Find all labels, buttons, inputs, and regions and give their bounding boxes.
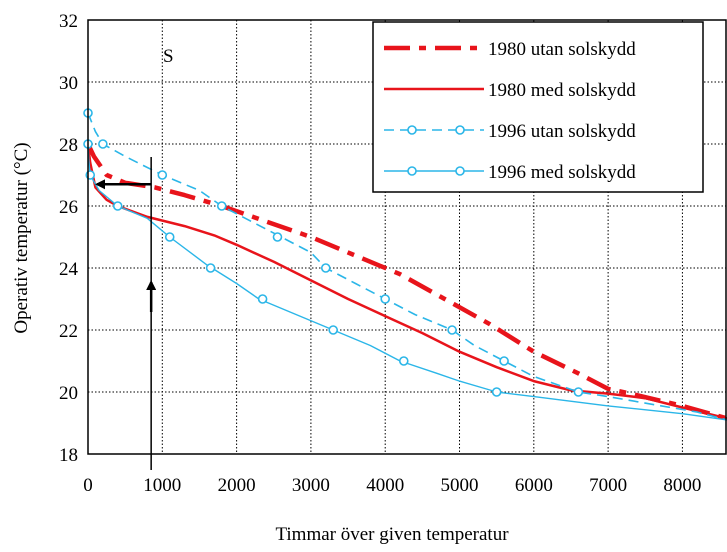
- series-3-marker-2: [112, 201, 123, 211]
- series-3-marker-6: [328, 325, 338, 335]
- series-3-marker-3: [164, 232, 175, 242]
- legend-marker-3-b: [455, 166, 465, 176]
- y-tick-label-2: 22: [59, 321, 78, 342]
- legend-label-3: 1996 med solskydd: [488, 162, 636, 183]
- x-tick-label-3: 3000: [292, 475, 330, 496]
- legend-marker-2-b: [455, 125, 465, 135]
- series-2-marker-3: [216, 201, 227, 211]
- series-2-marker-5: [320, 263, 331, 273]
- y-tick-label-7: 32: [59, 11, 78, 32]
- y-axis-title: Operativ temperatur (°C): [11, 142, 32, 333]
- series-3-marker-7: [398, 356, 409, 366]
- x-tick-label-5: 5000: [441, 475, 479, 496]
- guides: [95, 157, 157, 470]
- series-line-1: [86, 143, 727, 420]
- y-tick-label-3: 24: [59, 259, 79, 280]
- legend-box: [372, 21, 704, 193]
- legend-label-1: 1980 med solskydd: [488, 80, 636, 101]
- tick-labels: 0 1000 2000 3000 4000 5000 6000 7000 8000 18 20 22 2…: [59, 11, 701, 496]
- series-3-marker-5: [257, 294, 268, 304]
- x-axis-title: Timmar över given temperatur: [275, 524, 509, 545]
- legend-marker-3-a: [407, 166, 417, 176]
- x-tick-label-4: 4000: [366, 475, 404, 496]
- legend-label-0: 1980 utan solskydd: [488, 39, 636, 60]
- series-line-3: [87, 143, 727, 421]
- y-tick-label-4: 26: [59, 197, 78, 218]
- plot-frame: [87, 19, 727, 455]
- y-tick-label-1: 20: [59, 383, 78, 404]
- x-tick-label-6: 6000: [515, 475, 553, 496]
- legend: 1980 utan solskydd 1980 med solskydd 1996 …: [372, 21, 704, 193]
- series-3-marker-4: [205, 263, 216, 273]
- annotation-s: S: [163, 46, 174, 67]
- series-2-marker-8: [499, 356, 509, 366]
- series-line-2: [87, 112, 727, 421]
- series-2-marker-7: [447, 325, 457, 335]
- x-tick-label-2: 2000: [218, 475, 256, 496]
- series-layer: [83, 108, 727, 421]
- series-2-marker-2: [157, 170, 168, 180]
- y-tick-label-6: 30: [59, 73, 78, 94]
- series-2-marker-4: [272, 232, 283, 242]
- x-tick-label-8: 8000: [663, 475, 701, 496]
- series-2-marker-6: [380, 294, 391, 304]
- series-2-marker-1: [98, 139, 108, 149]
- series-line-0: [85, 143, 727, 421]
- y-tick-label-0: 18: [59, 445, 78, 466]
- legend-marker-2-a: [407, 125, 417, 135]
- series-2-marker-9: [573, 387, 584, 397]
- x-tick-label-0: 0: [83, 475, 93, 496]
- x-tick-label-7: 7000: [589, 475, 627, 496]
- y-tick-label-5: 28: [59, 135, 78, 156]
- legend-label-2: 1996 utan solskydd: [488, 121, 636, 142]
- series-3-marker-8: [491, 387, 502, 397]
- x-tick-label-1: 1000: [143, 475, 181, 496]
